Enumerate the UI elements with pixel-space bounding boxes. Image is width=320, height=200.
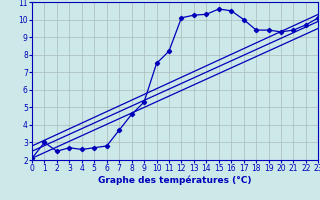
- X-axis label: Graphe des températures (°C): Graphe des températures (°C): [99, 176, 252, 185]
